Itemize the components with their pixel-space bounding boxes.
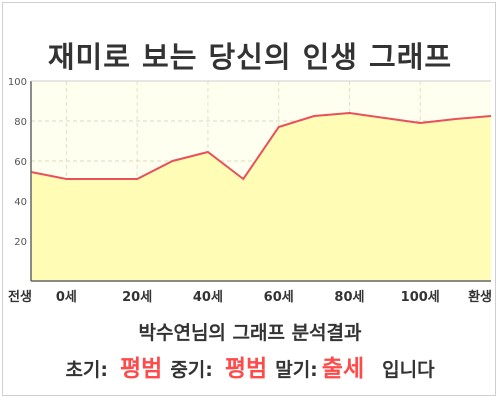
y-tick-label: 20 [14,237,27,248]
life-area-fill [31,113,491,281]
mid-label: 중기: [170,359,213,381]
y-tick-label: 80 [14,117,27,128]
card-border [2,2,496,396]
x-tick-label: 40세 [193,290,223,305]
analysis-summary: 박수연님의 그래프 분석결과 [138,322,362,344]
y-tick-label: 40 [14,197,27,208]
x-tick-label: 전생 [8,289,32,305]
result-suffix: 입니다 [382,359,435,381]
y-tick-labels: 20 40 60 80 100 [8,77,27,248]
x-tick-label: 60세 [264,290,294,305]
x-tick-label: 20세 [122,290,152,305]
late-label: 말기: [275,359,318,381]
axes [30,80,491,282]
late-value: 출세 [321,356,365,382]
life-series-line [30,111,492,181]
x-tick-label: 환생 [468,289,492,305]
page-title: 재미로 보는 당신의 인생 그래프 [47,40,453,74]
mid-value: 평범 [224,356,268,382]
early-value: 평범 [120,356,163,382]
early-label: 초기: [65,359,108,381]
x-tick-label: 100세 [401,290,440,305]
x-tick-labels: 전생 0세 20세 40세 60세 80세 100세 환생 [8,289,492,305]
y-tick-label: 60 [14,157,27,168]
x-tick-label: 0세 [56,290,77,305]
analysis-result: 초기: 평범 중기: 평범 말기: 출세 입니다 [0,349,500,383]
x-tick-label: 80세 [334,290,364,305]
y-tick-label: 100 [8,77,27,88]
